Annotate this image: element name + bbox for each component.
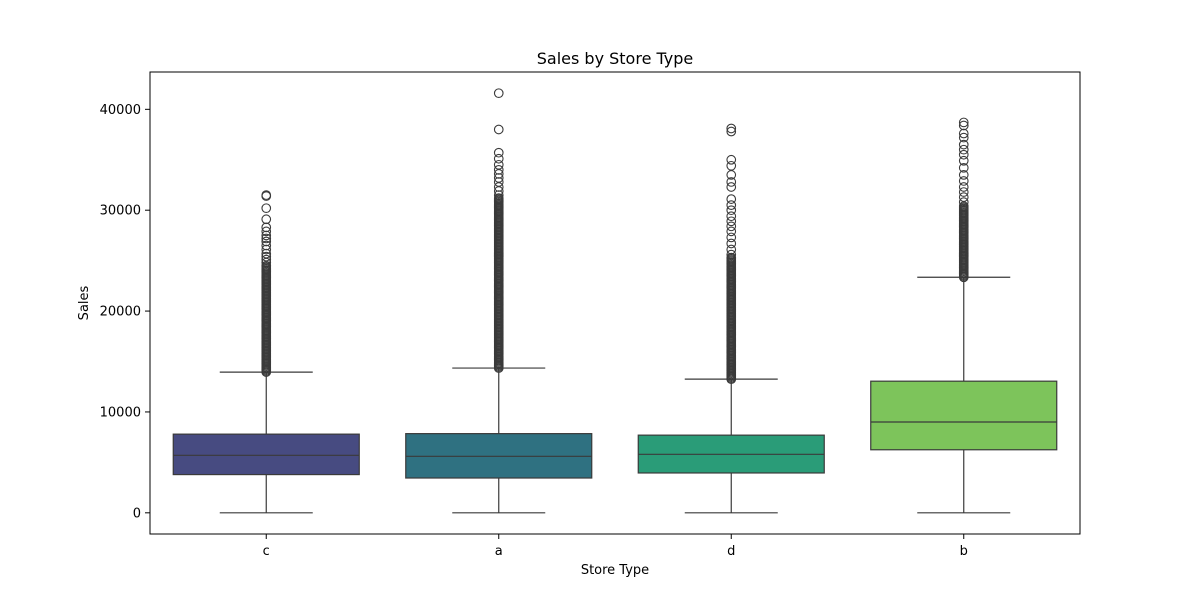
outlier-point: [726, 177, 737, 187]
outlier-point: [261, 190, 272, 200]
outlier-point: [493, 153, 504, 164]
outlier-point: [958, 144, 969, 155]
outlier-point: [261, 233, 272, 244]
box-iqr: [870, 380, 1058, 451]
outlier-point: [493, 124, 504, 135]
outlier-point: [726, 221, 737, 232]
x-tick-label: a: [495, 544, 503, 559]
y-tick-label: 40000: [100, 103, 141, 118]
outlier-point: [958, 117, 969, 128]
outlier-point: [726, 216, 737, 227]
y-tick-label: 30000: [100, 204, 141, 219]
outlier-point: [958, 197, 969, 207]
box-group-c: [172, 190, 360, 514]
outlier-point: [726, 238, 737, 249]
outlier-point: [958, 162, 969, 173]
outlier-point: [493, 147, 504, 158]
x-tick-label: d: [727, 544, 735, 559]
outlier-point: [726, 123, 737, 134]
outlier-point: [726, 182, 737, 192]
outlier-point: [261, 214, 272, 225]
y-tick-label: 10000: [100, 405, 141, 420]
outlier-point: [958, 132, 969, 143]
box-iqr: [172, 433, 360, 476]
axes-frame: [149, 71, 1081, 535]
y-axis-label: Sales: [77, 285, 92, 320]
outlier-point: [958, 120, 969, 131]
outlier-point: [726, 226, 737, 237]
outlier-point: [493, 159, 504, 170]
y-axis: 0 10000 20000 30000 40000: [100, 103, 150, 521]
outlier-point: [493, 193, 504, 203]
outlier-point: [958, 170, 969, 180]
outlier-point: [958, 155, 969, 166]
x-axis-label: Store Type: [581, 563, 649, 578]
box-group-b: [870, 117, 1058, 514]
chart-title: Sales by Store Type: [537, 49, 694, 68]
outlier-point: [261, 251, 272, 262]
outlier-point: [726, 160, 737, 171]
outlier-point: [726, 232, 737, 243]
outlier-point: [726, 154, 737, 165]
outlier-point: [726, 205, 737, 216]
outlier-point: [726, 200, 737, 211]
outlier-point: [726, 211, 737, 222]
outlier-point: [726, 249, 737, 260]
outlier-point: [958, 182, 969, 192]
outlier-point: [958, 192, 969, 202]
x-tick-label: c: [263, 544, 270, 559]
outlier-point: [958, 187, 969, 197]
outlier-point: [958, 149, 969, 160]
outlier-point: [261, 226, 272, 237]
outlier-point: [493, 164, 504, 175]
x-tick-label: b: [960, 544, 968, 559]
outlier-point: [726, 126, 737, 137]
y-tick-label: 20000: [100, 305, 141, 320]
outlier-point: [726, 194, 737, 204]
outlier-point: [726, 244, 737, 255]
outlier-point: [493, 88, 504, 99]
y-tick-label: 0: [133, 506, 141, 521]
box-group-d: [637, 123, 825, 514]
box-group-a: [405, 88, 593, 514]
outlier-point: [261, 236, 272, 247]
outlier-point: [261, 254, 272, 265]
plot-area: [172, 88, 1058, 514]
outlier-point: [958, 139, 969, 150]
outlier-point: [261, 240, 272, 251]
outlier-point: [958, 176, 969, 186]
outlier-point: [261, 203, 272, 214]
